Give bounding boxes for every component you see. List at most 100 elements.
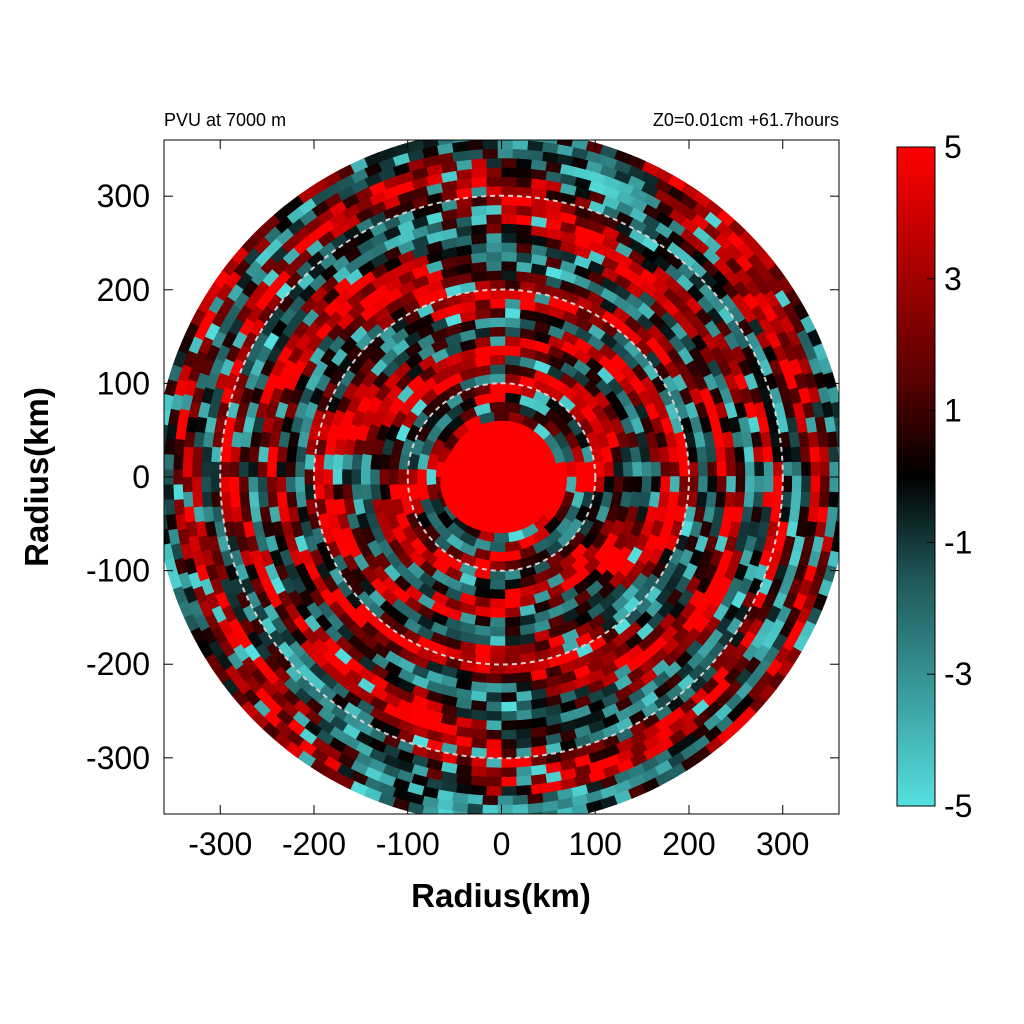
heat-cell-1617 [298,651,317,671]
heat-cell-1725 [239,577,256,597]
heat-cell-412 [417,354,436,372]
heat-cell-673 [358,357,376,376]
heat-cell-439 [547,593,566,609]
heat-cell-875 [688,476,699,493]
heat-cell-603 [360,370,378,389]
heat-cell-491 [430,601,449,617]
heat-cell-1927 [485,176,502,187]
heat-cell-1491 [240,431,253,449]
heat-cell-335 [591,531,609,551]
heat-cell-1295 [295,602,313,622]
heat-cell-2446 [540,141,559,154]
heat-cell-2432 [725,230,745,249]
heat-cell-2367 [299,728,319,746]
heat-cell-327 [489,589,506,600]
heat-cell-330 [533,579,552,595]
heat-cell-1720 [221,506,234,524]
heat-cell-421 [360,469,371,486]
heat-cell-946 [599,639,619,656]
heat-cell-2617 [172,350,188,370]
heat-cell-2565 [792,301,809,321]
heat-cell-747 [356,345,375,364]
heat-cell-1434 [729,548,744,567]
heat-cell-1222 [638,645,657,664]
heat-cell-1848 [266,642,284,661]
heat-cell-722 [664,401,680,420]
heat-cell-2031 [750,303,768,323]
heat-cell-2112 [441,771,459,784]
heat-cell-375 [431,580,450,597]
heat-cell-1547 [754,475,765,493]
y-tick-label: -100 [86,553,150,589]
heat-cell-1176 [324,311,343,330]
heat-cell-1750 [545,742,564,755]
heat-cell-1536 [695,627,713,646]
heat-cell-1953 [207,401,221,420]
heat-cell-1329 [713,562,729,581]
heat-cell-2053 [469,167,487,179]
heat-cell-2331 [254,248,273,268]
heat-cell-1321 [639,657,658,675]
heat-cell-900 [439,275,458,290]
heat-cell-2513 [407,792,426,806]
heat-cell-650 [647,388,664,407]
heat-cell-1528 [601,702,621,719]
heat-cell-2342 [179,393,194,412]
heat-cell-1518 [455,726,474,739]
heat-cell-2279 [810,475,821,493]
heat-cell-820 [415,293,434,309]
heat-cell-362 [380,410,397,429]
heat-cell-2306 [598,164,618,179]
heat-cell-2290 [778,314,796,334]
heat-cell-2646 [285,741,305,760]
heat-cell-773 [459,650,477,664]
heat-cell-782 [588,624,607,641]
heat-cell-1151 [660,310,678,329]
heat-cell-984 [454,263,473,276]
heat-cell-1922 [558,182,577,196]
heat-cell-2606 [261,214,281,233]
heat-cell-1747 [501,748,518,759]
heat-cell-1546 [752,490,764,508]
heat-cell-2205 [204,344,221,364]
heat-cell-328 [505,588,522,600]
heat-cell-2265 [735,667,754,686]
heat-cell-2310 [540,151,559,164]
heat-cell-1874 [615,727,635,743]
heat-cell-1501 [260,577,276,596]
heat-cell-1984 [426,758,445,772]
heat-cell-2097 [252,655,271,675]
heat-cell-1094 [276,477,287,494]
heat-cell-611 [332,484,344,501]
heat-cell-1777 [781,445,793,463]
heat-cell-1153 [637,290,657,308]
heat-cell-665 [458,300,477,314]
heat-cell-793 [677,490,689,508]
heat-cell-392 [622,476,634,493]
heat-cell-867 [645,585,663,604]
heat-cell-2335 [218,296,236,316]
heat-cell-2350 [175,514,188,532]
heat-cell-2654 [392,797,412,812]
heat-cell-899 [454,272,473,286]
heat-cell-878 [693,430,706,448]
heat-cell-2040 [654,210,674,228]
heat-cell-686 [336,540,352,559]
heat-cell-524 [533,320,551,335]
heat-cell-124 [446,522,465,540]
heat-cell-2019 [791,475,802,493]
heat-cell-2586 [540,140,558,145]
heat-cell-470 [417,344,436,361]
heat-cell-1792 [677,250,697,268]
heat-cell-1895 [782,475,793,493]
heat-cell-1699 [342,235,362,253]
heat-cell-1020 [411,664,431,680]
heat-cell-103 [543,502,561,521]
heat-cell-1993 [560,758,578,772]
heat-cell-1137 [712,505,725,523]
heat-cell-2300 [678,203,698,222]
heat-cell-1164 [485,242,502,253]
heat-cell-1143 [718,415,732,434]
heat-cell-2165 [703,235,722,254]
